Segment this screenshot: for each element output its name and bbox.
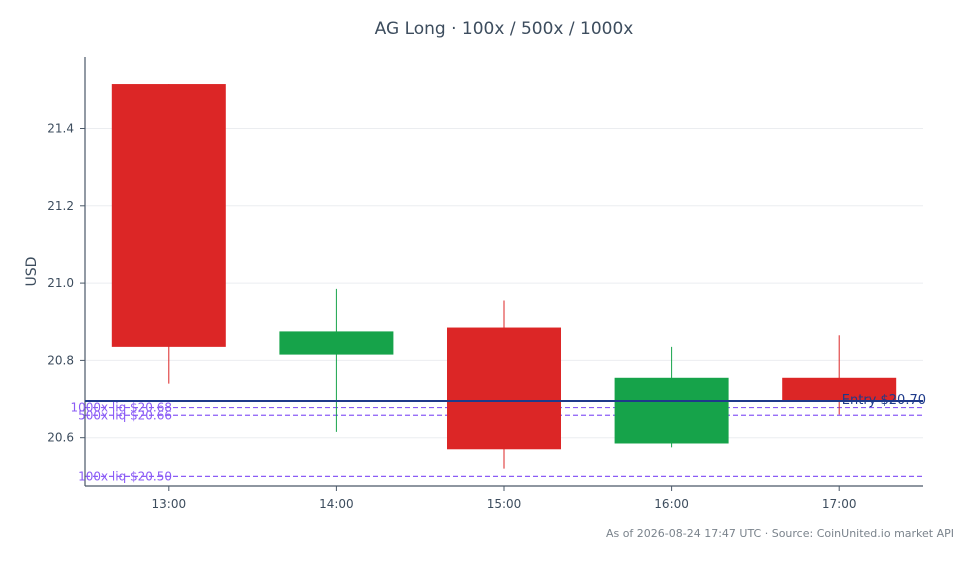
liquidation-label: 500x liq $20.66 [78,408,172,422]
candle-body [279,331,394,355]
candle-body [782,377,897,401]
entry-label: Entry $20.70 [842,393,926,408]
x-tick-label: 14:00 [319,497,354,511]
y-tick-label: 21.2 [47,199,74,213]
x-tick-label: 13:00 [152,497,187,511]
candle-body [111,84,226,347]
x-tick-label: 17:00 [822,497,857,511]
candle-body [447,327,561,450]
y-tick-label: 20.8 [47,353,74,367]
liquidation-label: 100x liq $20.50 [78,469,172,483]
y-tick-label: 21.0 [47,276,74,290]
axes: 20.6 20.8 21.0 21.2 21.4 13:00 14:00 15:00 16:00… [24,57,923,511]
chart-footer: As of 2026-08-24 17:47 UTC · Source: Coi… [605,527,954,540]
x-tick-label: 15:00 [487,497,522,511]
x-tick-label: 16:00 [654,497,689,511]
y-tick-label: 20.6 [47,431,74,445]
candles [111,84,897,469]
candle-body [614,377,729,444]
y-axis-label: USD [24,257,40,287]
chart-title: AG Long · 100x / 500x / 1000x [374,19,634,39]
liquidation-label: 1000x liq $20.68 [70,401,172,415]
y-tick-label: 21.4 [47,122,74,136]
